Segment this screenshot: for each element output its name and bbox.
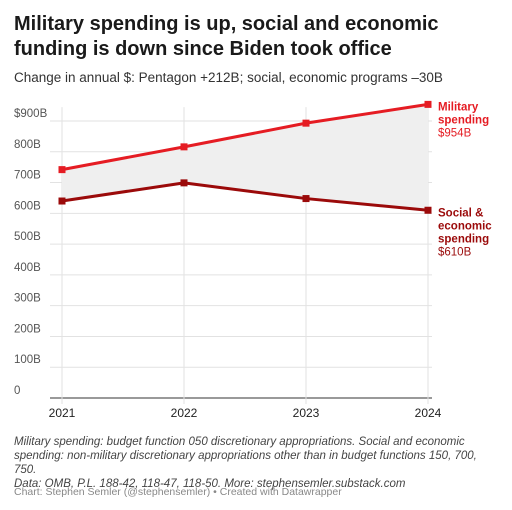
x-tick-label: 2021 (49, 406, 76, 420)
chart-subtitle: Change in annual $: Pentagon +212B; soci… (14, 70, 443, 85)
data-point (180, 179, 188, 187)
data-point (424, 206, 432, 214)
series-line (61, 181, 429, 212)
series-end-value: $954B (438, 127, 472, 139)
series-label: spending (438, 233, 489, 245)
y-tick-label: 600B (14, 200, 41, 212)
area-between-series (62, 104, 428, 211)
series-label: spending (438, 114, 489, 126)
series-label: Social & (438, 207, 483, 219)
y-tick-label: 100B (14, 354, 41, 366)
notes-line-1: Military spending: budget function 050 d… (14, 436, 465, 448)
chart-credit: Chart: Stephen Semler (@stephensemler) •… (14, 486, 342, 498)
notes-line-2: spending: non-military discretionary app… (14, 450, 477, 476)
data-point (180, 143, 188, 151)
series-label: Military (438, 101, 479, 113)
chart-notes: Military spending: budget function 050 d… (14, 435, 500, 491)
notes-line-3: Data: OMB, P.L. 188-42, 118-47, 118-50. … (14, 478, 406, 490)
x-tick-label: 2023 (293, 406, 320, 420)
data-point (58, 166, 66, 174)
y-tick-label: 700B (14, 170, 41, 182)
y-tick-label: 0 (14, 385, 20, 397)
data-point (302, 119, 310, 127)
series-line (61, 102, 429, 172)
y-tick-label: 500B (14, 231, 41, 243)
x-tick-label: 2022 (171, 406, 198, 420)
x-tick-label: 2024 (415, 406, 442, 420)
y-tick-label: 200B (14, 323, 41, 335)
y-tick-label: 800B (14, 139, 41, 151)
series-label: economic (438, 220, 492, 232)
data-point (424, 100, 432, 108)
chart-title: Military spending is up, social and econ… (14, 13, 439, 60)
y-tick-label: $900B (14, 108, 48, 120)
line-chart: 0 100B 200B 300B 400B 500B 600B 700B 800B $900B 20… (14, 100, 492, 420)
data-point (58, 197, 66, 205)
y-tick-label: 400B (14, 262, 41, 274)
series-end-value: $610B (438, 246, 472, 258)
data-point (302, 195, 310, 203)
y-tick-label: 300B (14, 293, 41, 305)
